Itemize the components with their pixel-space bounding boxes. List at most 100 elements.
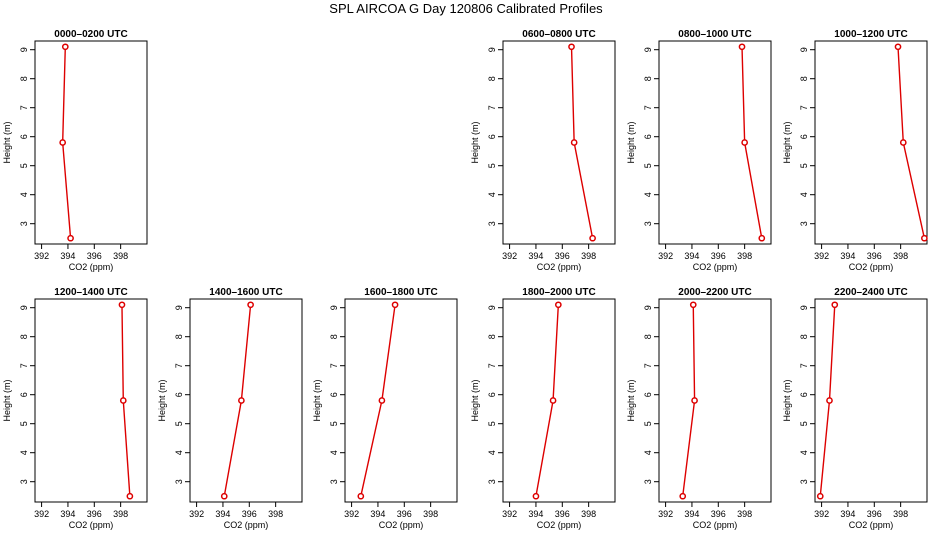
y-axis-label: Height (m) (626, 379, 636, 421)
data-point (899, 139, 907, 146)
profile-panel: 1400–1600 UTC 392 394 396 398 3 4 5 6 7 8 9 CO2 (ppm… (157, 287, 303, 530)
x-tick-label: 396 (242, 509, 257, 519)
data-point (126, 492, 134, 500)
profile-panel: 1800–2000 UTC 392 394 396 398 3 4 5 6 7 8 9 CO2 (ppm… (470, 287, 616, 530)
x-tick-label: 396 (87, 251, 102, 261)
y-tick-label: 3 (487, 479, 497, 484)
y-tick-label: 4 (799, 450, 809, 455)
x-tick-label: 394 (370, 509, 385, 519)
y-tick-label: 9 (19, 305, 29, 310)
x-tick-label: 392 (34, 251, 49, 261)
y-axis-label: Height (m) (312, 379, 322, 421)
x-axis-label: CO2 (ppm) (849, 262, 894, 272)
y-axis-label: Height (m) (470, 379, 480, 421)
data-point (549, 397, 557, 404)
y-tick-label: 3 (487, 221, 497, 226)
data-point (391, 301, 399, 309)
panel-title: 0800–1000 UTC (678, 29, 751, 40)
y-tick-label: 6 (799, 392, 809, 397)
data-point (589, 234, 596, 242)
x-tick-label: 396 (867, 251, 882, 261)
x-tick-label: 398 (581, 509, 596, 519)
panel-title: 1400–1600 UTC (209, 287, 282, 298)
data-point (118, 301, 126, 309)
panel-title: 1000–1200 UTC (834, 29, 907, 40)
data-point (738, 43, 746, 51)
y-tick-label: 9 (799, 305, 809, 310)
y-tick-label: 6 (487, 392, 497, 397)
data-point (691, 397, 698, 404)
x-tick-label: 398 (893, 509, 908, 519)
data-point (689, 301, 697, 309)
y-tick-label: 5 (799, 163, 809, 168)
y-tick-label: 6 (19, 392, 29, 397)
y-tick-label: 5 (19, 421, 29, 426)
y-tick-label: 9 (799, 47, 809, 52)
y-tick-label: 8 (19, 76, 29, 81)
y-tick-label: 8 (487, 76, 497, 81)
y-axis-label: Height (m) (782, 121, 792, 163)
data-point (816, 492, 824, 500)
data-point (921, 234, 928, 242)
y-tick-label: 8 (643, 76, 653, 81)
y-tick-label: 7 (799, 363, 809, 368)
x-tick-label: 394 (60, 509, 75, 519)
x-tick-label: 398 (737, 509, 752, 519)
y-tick-label: 5 (799, 421, 809, 426)
x-tick-label: 394 (840, 509, 855, 519)
series-line (223, 304, 252, 497)
profile-panel: 0600–0800 UTC 392 394 396 398 3 4 5 6 7 8 9 CO2 (ppm… (470, 29, 616, 272)
x-tick-label: 394 (528, 251, 543, 261)
x-tick-label: 396 (867, 509, 882, 519)
panel-title: 0000–0200 UTC (54, 29, 127, 40)
plot-frame (658, 40, 772, 245)
y-tick-label: 3 (799, 221, 809, 226)
x-tick-label: 392 (502, 509, 517, 519)
y-tick-label: 9 (174, 305, 184, 310)
y-axis-label: Height (m) (2, 379, 12, 421)
series-line (360, 304, 396, 497)
panel-title: 0600–0800 UTC (522, 29, 595, 40)
y-tick-label: 8 (19, 334, 29, 339)
panel-title: 2000–2200 UTC (678, 287, 751, 298)
x-tick-label: 392 (814, 509, 829, 519)
y-tick-label: 7 (487, 105, 497, 110)
plot-frame (658, 298, 772, 503)
y-tick-label: 5 (487, 163, 497, 168)
y-tick-label: 3 (643, 479, 653, 484)
y-tick-label: 5 (174, 421, 184, 426)
x-tick-label: 394 (60, 251, 75, 261)
y-tick-label: 4 (487, 192, 497, 197)
figure-title: SPL AIRCOA G Day 120806 Calibrated Profi… (329, 1, 603, 16)
y-tick-label: 8 (643, 334, 653, 339)
data-point (568, 43, 575, 51)
y-tick-label: 4 (329, 450, 339, 455)
x-tick-label: 396 (397, 509, 412, 519)
panel-title: 1600–1800 UTC (364, 287, 437, 298)
y-tick-label: 8 (487, 334, 497, 339)
y-tick-label: 4 (487, 450, 497, 455)
y-tick-label: 9 (487, 305, 497, 310)
plot-frame (814, 298, 928, 503)
y-tick-label: 9 (643, 47, 653, 52)
y-axis-label: Height (m) (157, 379, 167, 421)
panel-title: 1200–1400 UTC (54, 287, 127, 298)
x-axis-label: CO2 (ppm) (224, 520, 269, 530)
plot-frame (344, 298, 458, 503)
x-tick-label: 394 (684, 251, 699, 261)
data-point (532, 492, 540, 500)
y-tick-label: 3 (643, 221, 653, 226)
data-point (741, 139, 748, 146)
y-tick-label: 6 (799, 134, 809, 139)
y-tick-label: 3 (174, 479, 184, 484)
y-axis-label: Height (m) (470, 121, 480, 163)
data-point (357, 492, 365, 500)
x-tick-label: 394 (684, 509, 699, 519)
y-tick-label: 5 (643, 163, 653, 168)
y-tick-label: 9 (19, 47, 29, 52)
y-tick-label: 7 (799, 105, 809, 110)
x-axis-label: CO2 (ppm) (69, 262, 114, 272)
profile-panel: 1000–1200 UTC 392 394 396 398 3 4 5 6 7 8 9 CO2 (ppm… (782, 29, 928, 272)
y-tick-label: 3 (19, 479, 29, 484)
